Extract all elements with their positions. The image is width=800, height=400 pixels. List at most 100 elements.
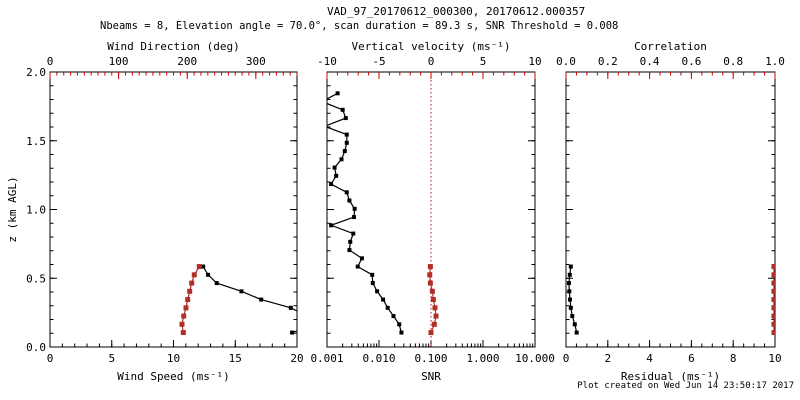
wind-direction-data-point-marker bbox=[191, 272, 197, 278]
snr-top-tick-label: -10 bbox=[317, 55, 337, 68]
snr-profile-data-point-marker bbox=[348, 239, 353, 244]
correlation-data-point-marker bbox=[771, 272, 775, 278]
residual-data-point-marker bbox=[572, 322, 577, 327]
vertical-velocity-data-point-marker bbox=[432, 305, 438, 311]
residual-bottom-tick-label: 6 bbox=[688, 352, 695, 365]
vertical-velocity-data-point-marker bbox=[431, 321, 437, 327]
snr-profile-data-point-marker bbox=[370, 281, 375, 286]
vertical-velocity-data-point-marker bbox=[429, 288, 435, 294]
snr-profile-data-point-marker bbox=[320, 100, 324, 104]
snr-profile-data-point-marker bbox=[339, 157, 344, 162]
snr-top-axis-title: Vertical velocity (ms⁻¹) bbox=[352, 40, 511, 53]
y-axis-title: z (km AGL) bbox=[6, 176, 19, 242]
snr-profile-data-point-marker bbox=[370, 272, 375, 277]
y-tick-label: 0.5 bbox=[26, 272, 46, 285]
wind-speed-data-point-marker bbox=[314, 322, 318, 326]
plot-created-timestamp: Plot created on Wed Jun 14 23:50:17 2017 bbox=[577, 381, 794, 391]
wind-speed-data-point-marker bbox=[214, 281, 219, 286]
snr-top-tick-label: -5 bbox=[372, 55, 385, 68]
snr-profile-data-point-marker bbox=[329, 182, 334, 187]
y-tick-label: 0.0 bbox=[26, 341, 46, 354]
snr-profile-data-point-marker bbox=[343, 116, 348, 121]
residual-data-point-marker bbox=[568, 264, 573, 269]
correlation-data-point-marker bbox=[771, 330, 775, 336]
residual-data-point-marker bbox=[567, 272, 572, 277]
residual-top-tick-label: 0.0 bbox=[556, 55, 576, 68]
correlation-data-point-marker bbox=[771, 321, 775, 327]
residual-top-tick-label: 0.8 bbox=[723, 55, 743, 68]
snr-profile-data-point-marker bbox=[375, 289, 380, 294]
wind-bottom-tick-label: 0 bbox=[47, 352, 54, 365]
y-tick-label: 1.5 bbox=[26, 135, 46, 148]
residual-top-tick-label: 0.2 bbox=[598, 55, 618, 68]
snr-profile-data-point-marker bbox=[344, 190, 349, 195]
vertical-velocity-data-point-marker bbox=[428, 330, 434, 336]
snr-profile-data-point-marker bbox=[332, 165, 337, 170]
snr-bottom-axis-title: SNR bbox=[421, 370, 441, 383]
residual-data-point-marker bbox=[567, 289, 572, 294]
wind-direction-data-point-marker bbox=[196, 264, 202, 270]
wind-top-axis-title: Wind Direction (deg) bbox=[107, 40, 239, 53]
vertical-velocity-data-point-marker bbox=[427, 272, 433, 278]
snr-profile-data-point-marker bbox=[385, 305, 390, 310]
wind-speed-data-point-marker bbox=[288, 305, 293, 310]
series-wind-speed-markers bbox=[201, 264, 318, 335]
snr-bottom-tick-label: 10.000 bbox=[515, 352, 555, 365]
snr-profile-data-point-marker bbox=[344, 132, 349, 137]
wind-bottom-tick-label: 10 bbox=[167, 352, 180, 365]
series-vertical-velocity-markers bbox=[427, 264, 439, 336]
wind-speed-data-point-marker bbox=[305, 314, 309, 318]
wind-speed-data-point-marker bbox=[206, 272, 211, 277]
residual-bottom-tick-label: 10 bbox=[768, 352, 781, 365]
vertical-velocity-data-point-marker bbox=[430, 297, 436, 303]
wind-direction-data-point-marker bbox=[180, 330, 186, 336]
wind-direction-data-point-marker bbox=[181, 313, 187, 319]
residual-data-point-marker bbox=[567, 297, 572, 302]
series-residual-markers bbox=[566, 264, 579, 335]
series-correlation-markers bbox=[771, 264, 775, 336]
wind-top-tick-label: 0 bbox=[47, 55, 54, 68]
y-tick-label: 1.0 bbox=[26, 204, 46, 217]
panel-frame-wind bbox=[49, 71, 298, 348]
wind-top-tick-label: 100 bbox=[109, 55, 129, 68]
vertical-velocity-data-point-marker bbox=[433, 313, 439, 319]
snr-profile-data-point-marker bbox=[351, 231, 356, 236]
wind-speed-data-point-marker bbox=[290, 330, 295, 335]
snr-profile-data-point-marker bbox=[355, 264, 360, 269]
snr-profile-data-point-marker bbox=[352, 206, 357, 211]
plot-subtitle: Nbeams = 8, Elevation angle = 70.0°, sca… bbox=[100, 20, 619, 32]
correlation-data-point-marker bbox=[771, 305, 775, 311]
snr-profile-data-point-marker bbox=[342, 149, 347, 154]
snr-profile-data-point-marker bbox=[397, 322, 402, 327]
snr-profile-data-point-marker bbox=[381, 297, 386, 302]
residual-top-tick-label: 0.6 bbox=[681, 55, 701, 68]
correlation-data-point-marker bbox=[771, 313, 775, 319]
plot-title: VAD_97_20170612_000300, 20170612.000357 bbox=[327, 5, 586, 18]
wind-top-tick-label: 300 bbox=[246, 55, 266, 68]
snr-top-tick-label: 10 bbox=[528, 55, 541, 68]
snr-profile-data-point-marker bbox=[359, 256, 364, 261]
wind-bottom-tick-label: 5 bbox=[108, 352, 115, 365]
correlation-data-point-marker bbox=[771, 264, 775, 270]
snr-profile-data-point-marker bbox=[347, 198, 352, 203]
correlation-data-point-marker bbox=[771, 280, 775, 286]
snr-profile-data-point-marker bbox=[399, 330, 404, 335]
residual-bottom-tick-label: 8 bbox=[730, 352, 737, 365]
snr-profile-data-point-marker bbox=[344, 140, 349, 145]
correlation-data-point-marker bbox=[771, 288, 775, 294]
snr-profile-data-point-marker bbox=[351, 215, 356, 220]
series-wind-direction-markers bbox=[179, 264, 202, 336]
snr-bottom-tick-label: 0.001 bbox=[310, 352, 343, 365]
residual-top-tick-label: 1.0 bbox=[765, 55, 785, 68]
residual-top-tick-label: 0.4 bbox=[640, 55, 660, 68]
wind-bottom-tick-label: 15 bbox=[229, 352, 242, 365]
snr-profile-data-point-marker bbox=[329, 223, 334, 228]
residual-data-point-marker bbox=[574, 330, 579, 335]
wind-direction-data-point-marker bbox=[185, 297, 191, 303]
snr-profile-data-point-marker bbox=[335, 91, 340, 96]
wind-speed-data-point-marker bbox=[201, 264, 206, 269]
residual-data-point-marker bbox=[566, 281, 571, 286]
panel-frame-residual bbox=[565, 71, 776, 348]
wind-speed-data-point-marker bbox=[259, 297, 264, 302]
